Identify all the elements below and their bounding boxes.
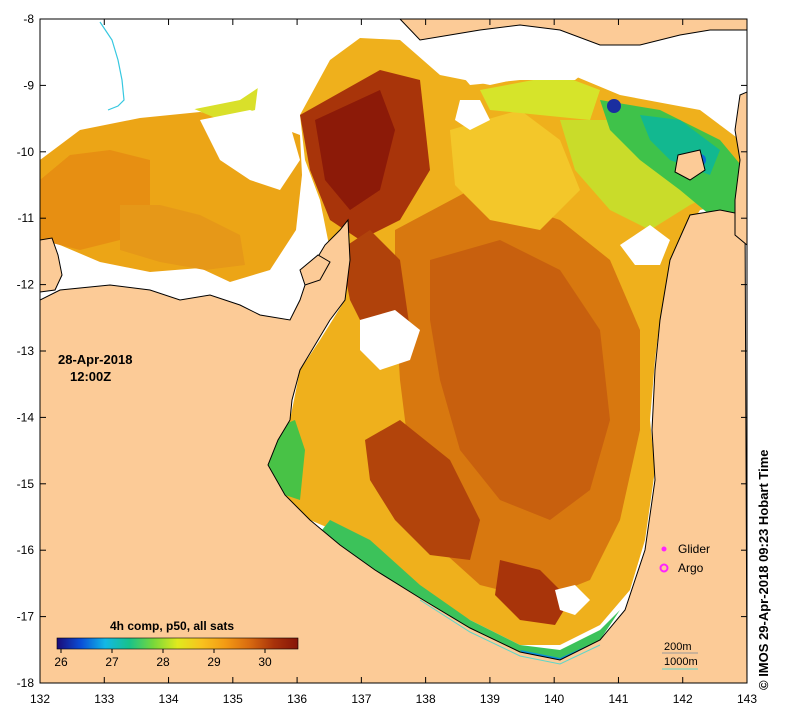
y-tick-label: -9 xyxy=(23,78,34,92)
colorbar-title: 4h comp, p50, all sats xyxy=(110,619,234,633)
colorbar: 4h comp, p50, all sats 26 27 28 29 30 xyxy=(54,619,299,669)
colorbar-tick-label: 30 xyxy=(258,655,272,669)
colorbar-ramp xyxy=(56,637,299,650)
y-tick-label: -14 xyxy=(17,410,35,424)
glider-marker-icon xyxy=(661,546,667,552)
y-tick-label: -8 xyxy=(23,12,34,26)
x-tick-label: 143 xyxy=(737,692,757,706)
x-tick-label: 136 xyxy=(287,692,307,706)
x-tick-label: 137 xyxy=(351,692,371,706)
x-tick-label: 139 xyxy=(480,692,500,706)
contour-1000m xyxy=(419,599,601,665)
y-tick-label: -11 xyxy=(18,211,35,225)
depth-legend: 200m 1000m xyxy=(662,641,698,670)
colorbar-tick-label: 26 xyxy=(54,655,68,669)
colorbar-tick-label: 29 xyxy=(207,655,221,669)
colorbar-tick-label: 27 xyxy=(105,655,119,669)
x-tick-label: 135 xyxy=(223,692,243,706)
x-axis: 132 133 134 135 136 137 138 139 140 141 142 143 xyxy=(30,19,757,706)
y-tick-label: -15 xyxy=(17,477,35,491)
x-tick-label: 141 xyxy=(608,692,628,706)
x-tick-label: 133 xyxy=(94,692,114,706)
y-axis: -8 -9 -10 -11 -12 -13 -14 -15 -16 -17 -18 xyxy=(17,12,747,690)
x-tick-label: 138 xyxy=(416,692,436,706)
x-tick-label: 132 xyxy=(30,692,50,706)
x-tick-label: 140 xyxy=(544,692,564,706)
argo-marker-icon xyxy=(659,563,669,573)
map-content xyxy=(40,19,747,683)
platform-legend: Glider Argo xyxy=(659,542,710,575)
depth-1000m-label: 1000m xyxy=(664,656,698,668)
sst-field xyxy=(40,19,745,668)
x-tick-label: 142 xyxy=(673,692,693,706)
map-date: 28-Apr-2018 xyxy=(58,352,132,367)
colorbar-ticks: 26 27 28 29 30 xyxy=(54,649,272,669)
y-tick-label: -12 xyxy=(17,278,35,292)
y-tick-label: -17 xyxy=(17,610,35,624)
depth-200m-label: 200m xyxy=(664,641,692,653)
legend-argo: Argo xyxy=(678,561,704,575)
colorbar-tick-label: 28 xyxy=(156,655,170,669)
y-tick-label: -18 xyxy=(17,676,35,690)
map-time: 12:00Z xyxy=(70,369,111,384)
y-tick-label: -16 xyxy=(17,543,35,557)
y-tick-label: -10 xyxy=(17,145,35,159)
river xyxy=(99,21,125,111)
x-tick-label: 134 xyxy=(159,692,179,706)
credit-text: © IMOS 29-Apr-2018 09:23 Hobart Time xyxy=(756,449,771,690)
y-tick-label: -13 xyxy=(17,344,35,358)
legend-glider: Glider xyxy=(678,542,710,556)
land xyxy=(40,19,747,683)
